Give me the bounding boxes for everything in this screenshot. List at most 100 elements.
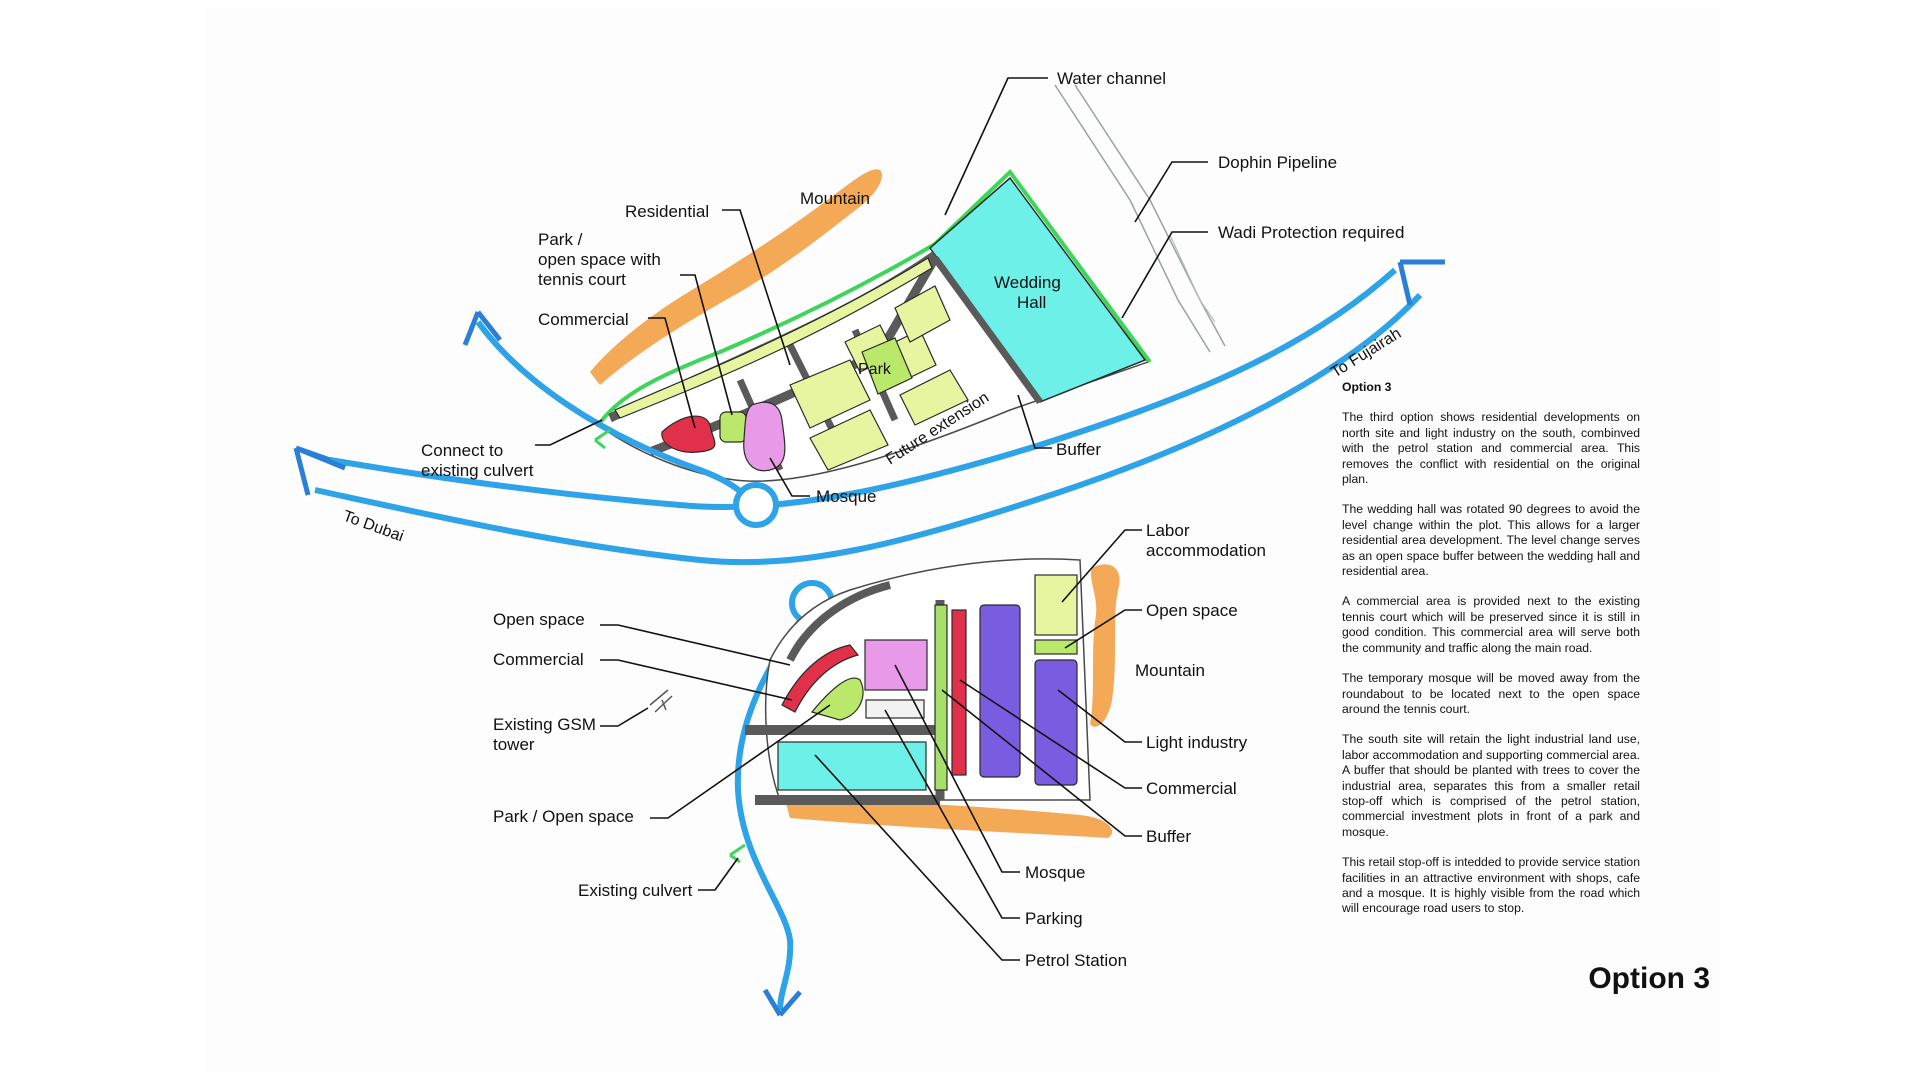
residential-block-5 — [894, 285, 951, 343]
label-dophin-pipeline: Dophin Pipeline — [1218, 153, 1337, 172]
notes-heading: Option 3 — [1342, 380, 1392, 394]
mountain-south-east — [1090, 564, 1120, 727]
mountain-south-strip — [785, 800, 1113, 838]
petrol-station-block — [777, 741, 927, 791]
labor-accommodation-block — [1034, 574, 1078, 636]
label-parking: Parking — [1025, 909, 1083, 928]
highway-north — [329, 267, 1397, 511]
light-industry-block-1 — [979, 604, 1021, 778]
gsm-tower-icon — [649, 689, 673, 713]
label-to-fujairah: To Fujairah — [1328, 325, 1404, 381]
culvert-south-marker — [729, 843, 746, 864]
road-south — [734, 603, 815, 1011]
notes-paragraph-1: The third option shows residential devel… — [1342, 410, 1640, 487]
pipeline-line-2 — [1074, 84, 1226, 347]
notes-paragraph-5: The south site will retain the light ind… — [1342, 732, 1640, 839]
leader-commercial-se — [959, 679, 1142, 789]
leader-petrol — [814, 754, 1020, 961]
leader-residential — [722, 209, 791, 366]
leader-gsm — [600, 707, 649, 727]
residential-block-1 — [789, 359, 871, 429]
light-industry-block-2 — [1034, 659, 1078, 786]
notes-paragraph-4: The temporary mosque will be moved away … — [1342, 671, 1640, 716]
label-gsm-2: tower — [493, 735, 535, 754]
leader-connect-culvert — [535, 419, 603, 446]
option-notes: Option 3 The third option shows resident… — [1342, 380, 1640, 932]
leader-dophin-pipeline — [1134, 161, 1208, 223]
label-park-tennis-3: tennis court — [538, 270, 626, 289]
label-to-dubai: To Dubai — [341, 508, 406, 546]
label-petrol-station: Petrol Station — [1025, 951, 1127, 970]
roundabout-north — [733, 482, 779, 528]
leader-buffer-north — [1017, 394, 1052, 449]
label-wedding-hall-2: Hall — [1017, 293, 1046, 312]
mountain-north — [590, 169, 882, 385]
leader-existing-culvert — [698, 857, 739, 891]
label-wadi-protection: Wadi Protection required — [1218, 223, 1404, 242]
buffer-south-block — [934, 604, 948, 791]
label-commercial-se: Commercial — [1146, 779, 1237, 798]
commercial-south-west-block — [781, 644, 860, 713]
culvert-north-marker — [594, 428, 611, 450]
notes-paragraph-2: The wedding hall was rotated 90 degrees … — [1342, 502, 1640, 579]
south-road-curve — [786, 581, 891, 662]
arrow-fujairah — [1397, 259, 1445, 306]
label-light-industry: Light industry — [1146, 733, 1248, 752]
label-commercial-north: Commercial — [538, 310, 629, 329]
commercial-north-block — [661, 415, 716, 453]
label-connect-culvert-2: existing culvert — [421, 461, 534, 480]
label-existing-culvert: Existing culvert — [578, 881, 693, 900]
label-buffer-north: Buffer — [1056, 440, 1101, 459]
leader-light-industry — [1057, 689, 1142, 743]
leader-mosque-north — [769, 457, 810, 497]
residential-block-4 — [899, 369, 969, 426]
parking-block — [865, 699, 925, 719]
leader-labor — [1061, 529, 1142, 603]
label-residential: Residential — [625, 202, 709, 221]
label-mountain-south: Mountain — [1135, 661, 1205, 680]
label-water-channel: Water channel — [1057, 69, 1166, 88]
pipeline-line-3 — [1169, 234, 1216, 323]
label-labor-1: Labor — [1146, 521, 1190, 540]
pipeline-line-1 — [1054, 84, 1211, 353]
label-mountain-north: Mountain — [800, 189, 870, 208]
mosque-south-block — [864, 639, 928, 691]
wadi-edge — [598, 168, 1152, 425]
commercial-south-east-block — [951, 609, 967, 776]
label-commercial-sw: Commercial — [493, 650, 584, 669]
highway-south — [314, 292, 1423, 566]
arrow-south — [762, 988, 802, 1017]
label-mosque-north: Mosque — [816, 487, 876, 506]
leader-commercial-north — [648, 317, 696, 429]
label-park-tennis-1: Park / — [538, 230, 583, 249]
north-road-3 — [932, 255, 1043, 405]
label-gsm-1: Existing GSM — [493, 715, 596, 734]
open-space-east-block — [1034, 639, 1078, 655]
mosque-north-block — [743, 401, 786, 472]
park-north — [861, 337, 913, 395]
leader-water-channel — [944, 77, 1048, 216]
label-wedding-hall-1: Wedding — [994, 273, 1061, 292]
label-open-space-east: Open space — [1146, 601, 1238, 620]
arrow-north-west — [462, 310, 502, 346]
label-buffer-south: Buffer — [1146, 827, 1191, 846]
leader-open-space-east — [1064, 609, 1142, 649]
label-connect-culvert-1: Connect to — [421, 441, 503, 460]
option-title: Option 3 — [1588, 962, 1710, 995]
leader-mosque-south — [894, 664, 1020, 873]
leader-park-open-space — [650, 704, 831, 819]
label-labor-2: accommodation — [1146, 541, 1266, 560]
label-mosque-south: Mosque — [1025, 863, 1085, 882]
leader-commercial-sw — [600, 659, 793, 701]
label-open-space-west: Open space — [493, 610, 585, 629]
notes-paragraph-3: A commercial area is provided next to th… — [1342, 594, 1640, 655]
label-park-open-space: Park / Open space — [493, 807, 634, 826]
arrow-dubai — [293, 445, 346, 496]
drawing-sheet — [205, 8, 1720, 1072]
label-park-inner: Park — [858, 361, 892, 378]
tennis-park-block — [719, 411, 747, 443]
leader-park-tennis — [680, 274, 733, 416]
leader-open-space-west — [600, 624, 791, 666]
